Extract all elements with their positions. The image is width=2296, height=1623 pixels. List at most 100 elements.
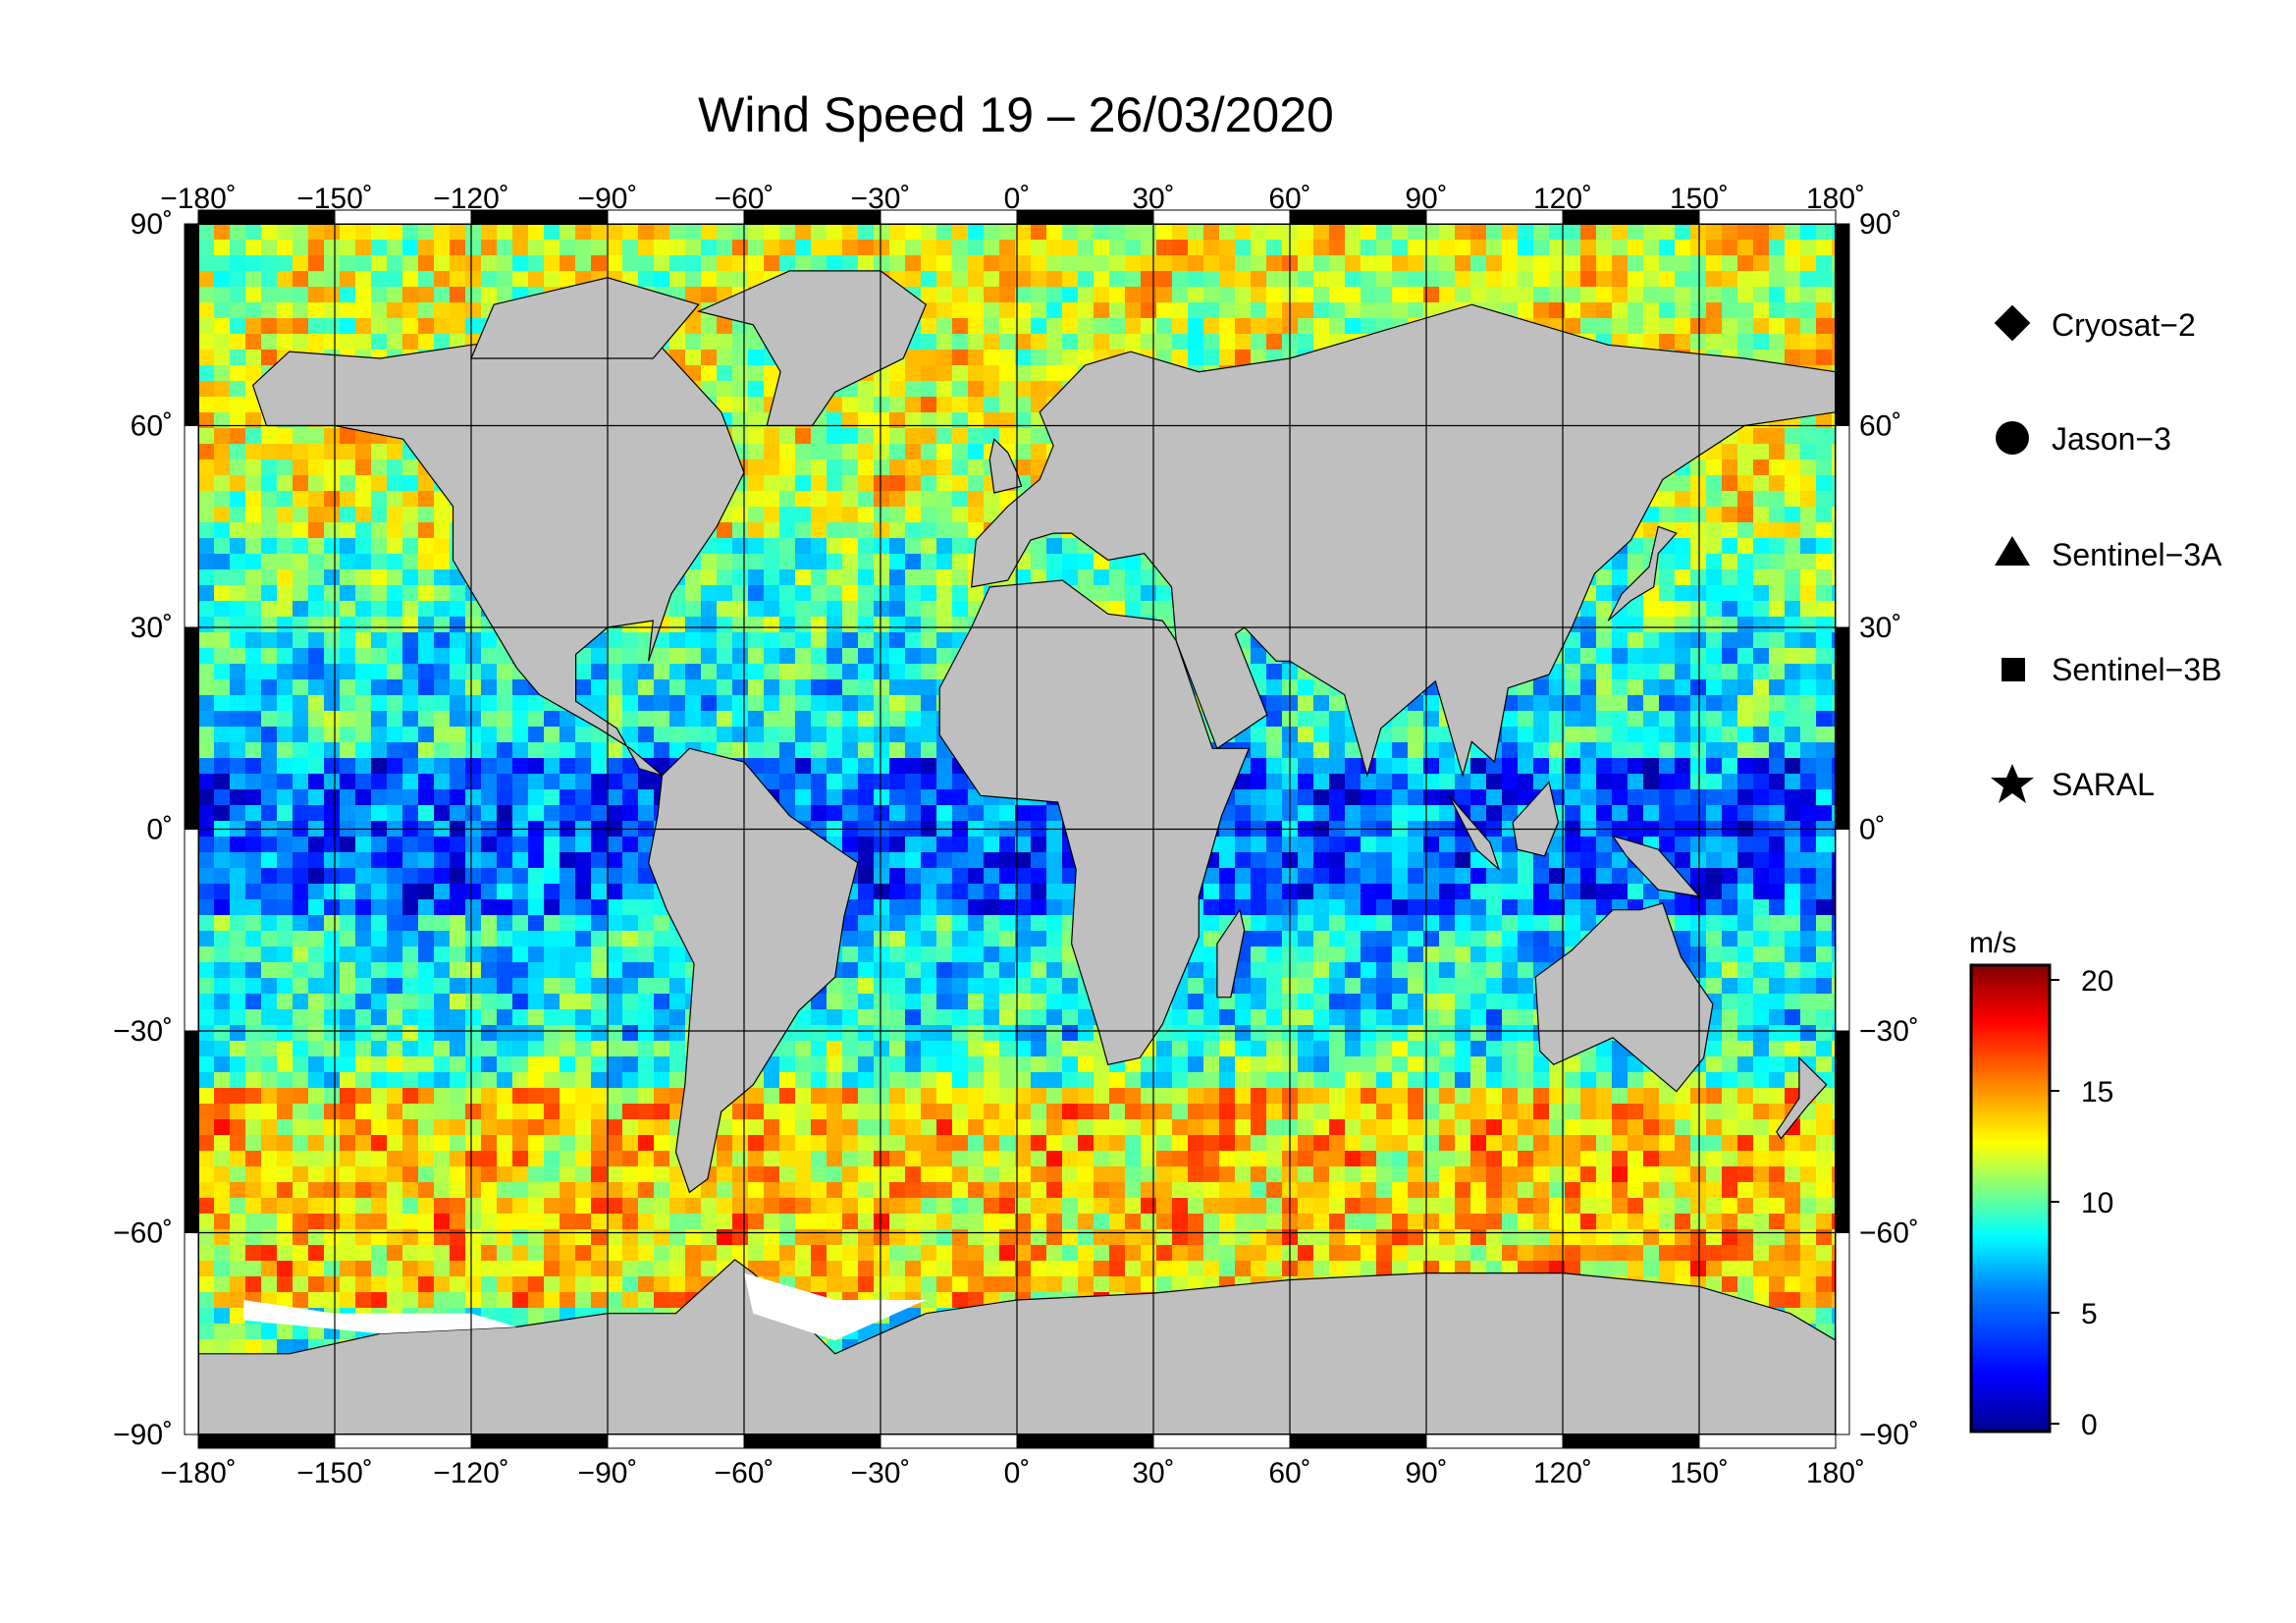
- frame-segment-bottom: [334, 1434, 472, 1449]
- frame-segment-left: [184, 626, 199, 830]
- lon-tick-top: 60˚: [1268, 183, 1310, 215]
- frame-segment-left: [184, 425, 199, 628]
- legend-label-sentinel-3b: Sentinel−3B: [2052, 652, 2221, 687]
- land-greenland: [696, 270, 928, 427]
- frame-segment-bottom: [197, 1434, 336, 1449]
- frame-segment-bottom: [1152, 1434, 1291, 1449]
- legend-label-cryosat-2: Cryosat−2: [2052, 307, 2196, 343]
- lon-tick-top: 0˚: [1004, 183, 1031, 215]
- graticule: [198, 224, 1836, 1434]
- land-sumatra: [1448, 794, 1501, 872]
- colorbar-tick-label: 20: [2081, 965, 2113, 998]
- frame-segment-right: [1835, 829, 1850, 1032]
- lon-tick-top: −180˚: [160, 183, 237, 215]
- land-arctic-islands: [470, 277, 700, 359]
- lon-tick-bottom: −60˚: [715, 1457, 774, 1489]
- frame-segment-bottom: [470, 1434, 609, 1449]
- lon-tick-bottom: 90˚: [1405, 1457, 1447, 1489]
- colorbar-tick-label: 0: [2081, 1409, 2098, 1441]
- lon-tick-top: −30˚: [851, 183, 911, 215]
- lon-tick-top: 120˚: [1533, 183, 1592, 215]
- frame-segment-bottom: [1289, 1434, 1427, 1449]
- frame-segment-right: [1835, 626, 1850, 830]
- lat-tick-left: 0˚: [146, 814, 173, 846]
- frame-segment-bottom: [1698, 1434, 1837, 1449]
- colorbar-ticks: 20 15 10 5 0: [2050, 965, 2113, 1441]
- lat-tick-right: −60˚: [1859, 1217, 1919, 1250]
- square-icon: [2002, 658, 2025, 681]
- legend-item-cryosat-2: Cryosat−2: [1994, 304, 2196, 343]
- lon-tick-top: −120˚: [433, 183, 509, 215]
- frame-segment-right: [1835, 1232, 1850, 1435]
- circle-icon: [1996, 421, 2029, 455]
- frame-segment-right: [1835, 223, 1850, 426]
- lon-tick-top: −150˚: [296, 183, 373, 215]
- star-icon: [1991, 764, 2034, 803]
- legend-label-sentinel-3a: Sentinel−3A: [2052, 537, 2222, 572]
- lat-tick-left: −30˚: [113, 1015, 173, 1048]
- land-new-zealand: [1776, 1055, 1828, 1140]
- frame-segment-right: [1835, 1030, 1850, 1233]
- colorbar-unit: m/s: [1969, 927, 2016, 959]
- frame-segment-left: [184, 829, 199, 1032]
- lat-tick-right: 60˚: [1859, 410, 1901, 443]
- legend-item-jason-3: Jason−3: [1996, 421, 2171, 457]
- lat-tick-left: −90˚: [113, 1419, 173, 1451]
- lat-tick-right: 30˚: [1859, 612, 1901, 644]
- lat-tick-left: −60˚: [113, 1217, 173, 1250]
- lon-tick-bottom: 60˚: [1268, 1457, 1310, 1489]
- lon-tick-top: −90˚: [578, 183, 638, 215]
- frame-segment-right: [1835, 425, 1850, 628]
- frame-segment-left: [184, 1232, 199, 1435]
- lon-tick-top: 90˚: [1405, 183, 1447, 215]
- colorbar-tick-label: 10: [2081, 1187, 2113, 1219]
- lon-tick-bottom: 150˚: [1670, 1457, 1729, 1489]
- lat-tick-right: 0˚: [1859, 814, 1886, 846]
- lon-tick-top: 180˚: [1806, 183, 1865, 215]
- sea-ice-0: [243, 1300, 517, 1334]
- sea-ice-1: [744, 1272, 927, 1341]
- colorbar-gradient: [1969, 963, 2052, 1434]
- map-frame: [184, 209, 1850, 1449]
- lat-tick-left: 60˚: [131, 410, 173, 443]
- lon-tick-bottom: −180˚: [160, 1457, 237, 1489]
- triangle-icon: [1995, 536, 2030, 566]
- lon-tick-bottom: 0˚: [1004, 1457, 1031, 1489]
- lat-tick-right: −30˚: [1859, 1015, 1919, 1048]
- legend-label-saral: SARAL: [2052, 767, 2155, 802]
- frame-segment-bottom: [607, 1434, 745, 1449]
- lon-tick-bottom: 120˚: [1533, 1457, 1592, 1489]
- legend-label-jason-3: Jason−3: [2052, 421, 2171, 457]
- lon-tick-top: 150˚: [1670, 183, 1729, 215]
- land-borneo: [1512, 781, 1560, 857]
- colorbar-tick-label: 15: [2081, 1076, 2113, 1109]
- lon-tick-bottom: −150˚: [296, 1457, 373, 1489]
- colorbar-tick-label: 5: [2081, 1298, 2098, 1330]
- frame-segment-left: [184, 223, 199, 426]
- lon-tick-top: −60˚: [715, 183, 774, 215]
- land-uk: [988, 438, 1023, 494]
- lon-tick-bottom: 30˚: [1132, 1457, 1174, 1489]
- map-area: [184, 209, 1850, 1449]
- axis-tick-labels: −180˚ −180˚ −150˚ −150˚ −120˚ −120˚ −90˚ −90˚ −6…: [113, 183, 1919, 1489]
- lat-tick-right: −90˚: [1859, 1419, 1919, 1451]
- lon-tick-bottom: −120˚: [433, 1457, 509, 1489]
- land-madagascar: [1216, 908, 1246, 999]
- lon-tick-bottom: 180˚: [1806, 1457, 1865, 1489]
- frame-segment-top: [1698, 209, 1837, 225]
- frame-segment-bottom: [743, 1434, 881, 1449]
- lat-tick-right: 90˚: [1859, 208, 1901, 241]
- satellite-legend: Cryosat−2 Jason−3 Sentinel−3A Sentinel−3…: [1991, 304, 2222, 803]
- frame-segment-left: [184, 1030, 199, 1233]
- lat-tick-left: 30˚: [131, 612, 173, 644]
- frame-segment-bottom: [1425, 1434, 1564, 1449]
- frame-segment-bottom: [880, 1434, 1018, 1449]
- legend-item-sentinel-3b: Sentinel−3B: [2002, 652, 2221, 687]
- lon-tick-bottom: −90˚: [578, 1457, 638, 1489]
- land-japan: [1607, 525, 1678, 622]
- frame-segment-bottom: [1562, 1434, 1700, 1449]
- frame-segment-bottom: [1016, 1434, 1154, 1449]
- legend-item-sentinel-3a: Sentinel−3A: [1995, 536, 2222, 572]
- map-title: Wind Speed 19 – 26/03/2020: [698, 87, 1334, 142]
